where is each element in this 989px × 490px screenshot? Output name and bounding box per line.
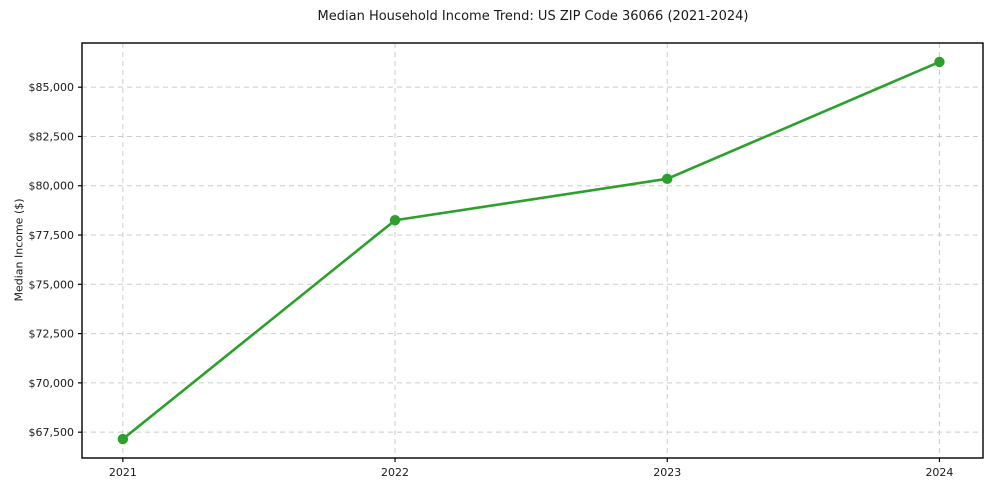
- y-tick-label: $77,500: [29, 229, 75, 242]
- y-tick-label: $72,500: [29, 328, 75, 341]
- plot-border: [81, 42, 984, 459]
- data-point-2021: [117, 433, 129, 445]
- y-tick-label: $75,000: [29, 278, 75, 291]
- y-tick-label: $70,000: [29, 377, 75, 390]
- y-tick-label: $67,500: [29, 426, 75, 439]
- data-point-2022: [389, 215, 401, 226]
- y-tick-label: $85,000: [29, 81, 75, 94]
- trend-line: [122, 60, 940, 441]
- x-tick-label: 2023: [653, 466, 681, 479]
- y-tick-label: $80,000: [29, 180, 75, 193]
- data-point-2023: [662, 173, 673, 185]
- chart-title: Median Household Income Trend: US ZIP Co…: [317, 9, 749, 24]
- x-tick-label: 2021: [109, 466, 137, 479]
- data-point-2024: [934, 56, 945, 68]
- y-tick-label: $82,500: [29, 130, 75, 143]
- x-tick-label: 2022: [381, 466, 409, 479]
- x-tick-label: 2024: [925, 466, 953, 479]
- y-axis-label: Median Income ($): [12, 198, 26, 302]
